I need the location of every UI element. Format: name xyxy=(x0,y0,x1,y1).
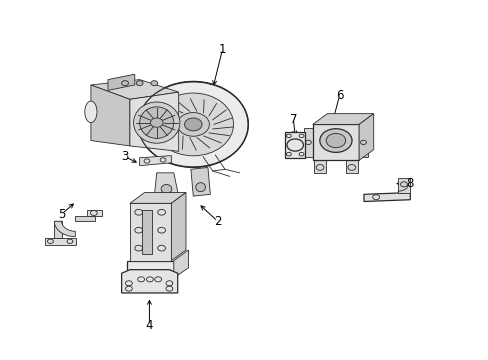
Polygon shape xyxy=(140,156,171,166)
Polygon shape xyxy=(127,261,173,278)
Polygon shape xyxy=(130,193,185,203)
Polygon shape xyxy=(54,221,75,237)
Text: 3: 3 xyxy=(121,150,128,163)
Text: 6: 6 xyxy=(335,89,343,102)
Text: 2: 2 xyxy=(213,215,221,228)
Circle shape xyxy=(325,134,345,148)
Circle shape xyxy=(151,81,158,86)
Polygon shape xyxy=(358,114,373,160)
Text: 5: 5 xyxy=(58,208,65,221)
Circle shape xyxy=(136,81,143,86)
Text: 8: 8 xyxy=(406,177,413,190)
Circle shape xyxy=(184,118,202,131)
Ellipse shape xyxy=(153,93,233,156)
Polygon shape xyxy=(314,160,325,173)
Polygon shape xyxy=(363,193,409,202)
Polygon shape xyxy=(130,203,171,261)
Polygon shape xyxy=(190,167,210,196)
Ellipse shape xyxy=(161,184,171,193)
Circle shape xyxy=(319,129,351,152)
Polygon shape xyxy=(91,80,178,99)
Polygon shape xyxy=(108,74,135,90)
Polygon shape xyxy=(54,221,61,238)
Ellipse shape xyxy=(140,107,173,138)
Ellipse shape xyxy=(195,183,205,192)
Polygon shape xyxy=(75,216,95,221)
Polygon shape xyxy=(304,128,312,157)
Circle shape xyxy=(122,81,128,86)
Polygon shape xyxy=(312,114,373,125)
Polygon shape xyxy=(345,160,357,173)
Polygon shape xyxy=(154,173,178,196)
Polygon shape xyxy=(44,238,76,244)
Text: 1: 1 xyxy=(218,42,226,55)
Polygon shape xyxy=(142,211,152,253)
Text: 7: 7 xyxy=(289,113,296,126)
Polygon shape xyxy=(397,178,409,193)
Ellipse shape xyxy=(138,81,247,167)
Circle shape xyxy=(150,118,163,127)
Polygon shape xyxy=(285,132,305,158)
Ellipse shape xyxy=(133,102,180,143)
Polygon shape xyxy=(173,250,188,278)
Polygon shape xyxy=(171,193,185,261)
Polygon shape xyxy=(312,125,358,160)
Ellipse shape xyxy=(84,101,97,123)
Polygon shape xyxy=(91,85,130,146)
Polygon shape xyxy=(87,210,102,216)
Polygon shape xyxy=(130,92,178,151)
Circle shape xyxy=(177,113,209,136)
Polygon shape xyxy=(358,128,367,157)
Text: 4: 4 xyxy=(145,319,153,332)
Polygon shape xyxy=(122,270,177,293)
